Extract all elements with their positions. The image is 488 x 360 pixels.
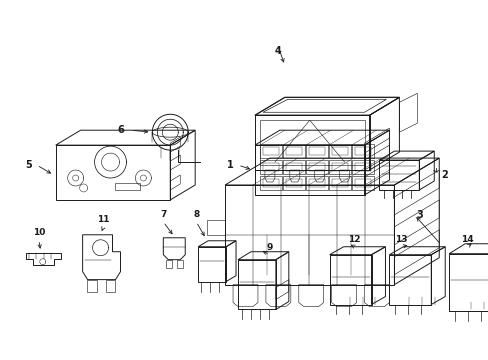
Text: 7: 7 bbox=[160, 210, 166, 219]
Text: 9: 9 bbox=[266, 243, 272, 252]
Text: 2: 2 bbox=[440, 170, 447, 180]
Text: 13: 13 bbox=[394, 235, 407, 244]
Text: 8: 8 bbox=[193, 210, 199, 219]
Text: 10: 10 bbox=[33, 228, 45, 237]
Text: 1: 1 bbox=[226, 160, 233, 170]
Text: 3: 3 bbox=[415, 210, 422, 220]
Text: 11: 11 bbox=[97, 215, 110, 224]
Text: 5: 5 bbox=[25, 160, 32, 170]
Text: 12: 12 bbox=[347, 235, 360, 244]
Text: 4: 4 bbox=[274, 45, 281, 55]
Text: 6: 6 bbox=[117, 125, 123, 135]
Text: 14: 14 bbox=[460, 235, 472, 244]
